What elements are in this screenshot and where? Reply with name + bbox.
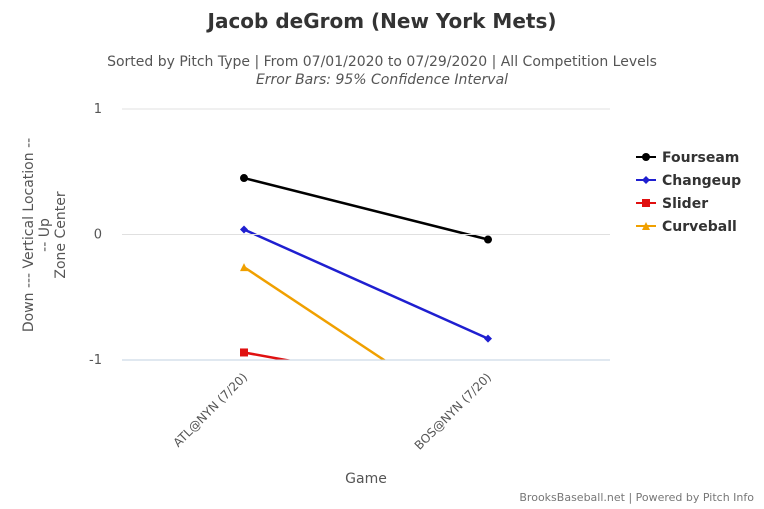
subtitle: Error Bars: 95% Confidence Interval: [256, 72, 508, 88]
series-line: [243, 228, 489, 340]
point: [484, 392, 492, 400]
point: [240, 174, 248, 183]
series-line: [243, 176, 489, 241]
plot-area: [240, 174, 492, 433]
y-tick-label: 0: [94, 228, 102, 243]
y-tick-label: 1: [94, 102, 102, 117]
point: [642, 222, 650, 230]
x-tick-label: BOS@NYN (7/20): [412, 370, 494, 452]
legend-label: Curveball: [662, 219, 737, 235]
y-axis-label: -- Up: [37, 218, 53, 252]
point: [642, 176, 650, 184]
legend-label: Fourseam: [662, 150, 739, 166]
point: [642, 199, 650, 207]
point: [240, 225, 248, 234]
subtitle: Sorted by Pitch Type | From 07/01/2020 t…: [107, 54, 657, 70]
series-line: [243, 266, 387, 360]
point: [484, 334, 492, 343]
point: [484, 235, 492, 244]
y-axis-label: Down --- Vertical Location --: [21, 138, 37, 332]
legend-label: Changeup: [662, 173, 741, 189]
x-axis-label: Game: [345, 471, 387, 487]
chart-title: Jacob deGrom (New York Mets): [206, 9, 557, 33]
y-tick-label: -1: [89, 353, 102, 368]
series-line: [243, 351, 293, 360]
y-axis-label: Zone Center: [53, 191, 69, 278]
point: [642, 153, 650, 161]
point: [240, 263, 248, 272]
legend-label: Slider: [662, 196, 708, 212]
point: [240, 348, 248, 357]
credits: BrooksBaseball.net | Powered by Pitch In…: [519, 491, 754, 504]
point: [484, 425, 492, 433]
x-tick-label: ATL@NYN (7/20): [170, 370, 250, 450]
